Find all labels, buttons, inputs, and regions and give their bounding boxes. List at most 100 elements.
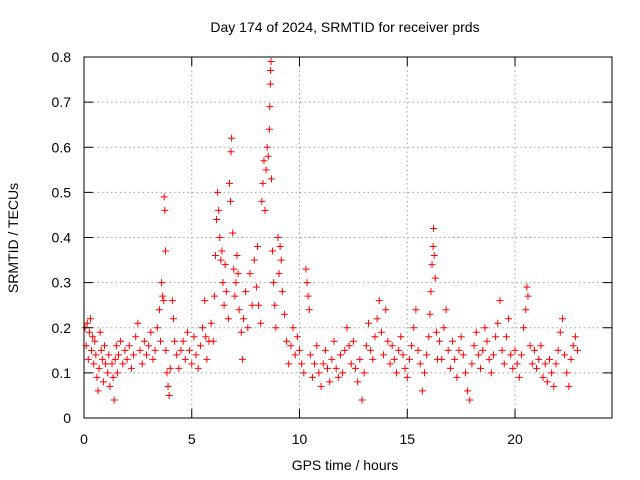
data-point xyxy=(554,346,562,354)
data-point xyxy=(502,333,510,341)
data-point xyxy=(537,342,545,350)
data-point xyxy=(421,369,429,377)
data-point xyxy=(275,270,283,278)
data-point xyxy=(317,382,325,390)
data-point xyxy=(360,369,368,377)
data-point xyxy=(522,306,530,314)
data-point xyxy=(390,355,398,363)
data-point xyxy=(291,351,299,359)
data-point xyxy=(300,369,308,377)
data-point xyxy=(99,378,107,386)
data-point xyxy=(228,134,236,142)
data-point xyxy=(332,364,340,372)
data-point xyxy=(330,337,338,345)
y-tick-label: 0.7 xyxy=(52,94,72,110)
data-point xyxy=(515,373,523,381)
data-point xyxy=(253,243,261,251)
data-point xyxy=(173,351,181,359)
data-point xyxy=(285,360,293,368)
data-point xyxy=(262,166,270,174)
data-point xyxy=(132,333,140,341)
data-point xyxy=(88,346,96,354)
data-point xyxy=(244,324,252,332)
data-point xyxy=(498,346,506,354)
data-point xyxy=(470,342,478,350)
x-axis-label: GPS time / hours xyxy=(292,457,399,473)
points-layer xyxy=(81,58,582,404)
data-point xyxy=(96,328,104,336)
data-point xyxy=(274,234,282,241)
chart-title: Day 174 of 2024, SRMTID for receiver prd… xyxy=(210,19,479,35)
data-point xyxy=(106,382,114,390)
data-point xyxy=(530,346,538,354)
data-point xyxy=(138,360,146,368)
data-point xyxy=(266,80,274,88)
data-point xyxy=(238,355,246,363)
data-point xyxy=(86,315,94,323)
data-point xyxy=(159,292,167,300)
data-point xyxy=(276,243,284,251)
data-point xyxy=(455,346,463,354)
data-point xyxy=(505,315,513,323)
data-point xyxy=(263,143,271,151)
y-axis-label: SRMTID / TECUs xyxy=(5,183,21,293)
data-point xyxy=(397,333,405,341)
data-point xyxy=(125,342,133,350)
data-point xyxy=(90,360,98,368)
data-point xyxy=(265,125,273,133)
data-point xyxy=(449,337,457,345)
data-point xyxy=(151,346,159,354)
data-point xyxy=(436,337,444,345)
data-point xyxy=(571,333,579,341)
data-point xyxy=(561,351,569,359)
data-point xyxy=(248,301,256,309)
data-point xyxy=(158,279,166,287)
data-point xyxy=(161,247,169,255)
data-point xyxy=(147,328,155,336)
data-point xyxy=(425,333,433,341)
data-point xyxy=(192,351,200,359)
data-point xyxy=(171,337,179,345)
data-point xyxy=(509,364,517,372)
data-point xyxy=(239,315,247,323)
y-tick-label: 0.1 xyxy=(52,365,72,381)
data-point xyxy=(362,342,370,350)
data-point xyxy=(459,351,467,359)
data-point xyxy=(461,369,469,377)
data-point xyxy=(321,346,329,354)
data-point xyxy=(382,306,390,314)
data-point xyxy=(165,391,173,399)
data-point xyxy=(438,355,446,363)
data-point xyxy=(190,333,198,341)
data-point xyxy=(161,206,169,214)
data-point xyxy=(229,229,237,237)
data-point xyxy=(349,337,357,345)
data-point xyxy=(313,342,321,350)
data-point xyxy=(399,351,407,359)
data-point xyxy=(237,328,245,336)
data-point xyxy=(93,373,101,381)
data-point xyxy=(203,355,211,363)
data-point xyxy=(100,342,108,350)
y-tick-label: 0.3 xyxy=(52,275,72,291)
data-point xyxy=(451,355,459,363)
data-point xyxy=(289,324,297,332)
data-point xyxy=(98,355,106,363)
data-point xyxy=(567,355,575,363)
data-point xyxy=(157,337,165,345)
x-tick-label: 15 xyxy=(399,431,415,447)
data-point xyxy=(277,256,285,264)
data-point xyxy=(565,382,573,390)
data-point xyxy=(352,364,360,372)
data-point xyxy=(472,328,480,336)
x-tick-label: 0 xyxy=(80,431,88,447)
data-point xyxy=(543,378,551,386)
y-tick-label: 0.5 xyxy=(52,184,72,200)
data-point xyxy=(85,328,93,336)
data-point xyxy=(311,360,319,368)
data-point xyxy=(533,364,541,372)
data-point xyxy=(234,270,242,278)
data-point xyxy=(230,265,238,273)
data-point xyxy=(232,279,240,287)
data-point xyxy=(507,351,515,359)
